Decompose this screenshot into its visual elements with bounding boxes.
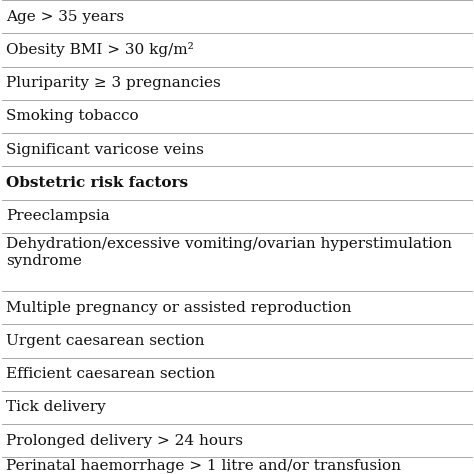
Text: Preeclampsia: Preeclampsia [6, 209, 110, 223]
Text: Smoking tobacco: Smoking tobacco [6, 109, 138, 123]
Text: Obstetric risk factors: Obstetric risk factors [6, 176, 188, 190]
Text: Prolonged delivery > 24 hours: Prolonged delivery > 24 hours [6, 434, 243, 448]
Text: Tick delivery: Tick delivery [6, 401, 106, 414]
Text: Age > 35 years: Age > 35 years [6, 9, 124, 24]
Text: Multiple pregnancy or assisted reproduction: Multiple pregnancy or assisted reproduct… [6, 301, 352, 315]
Text: Efficient caesarean section: Efficient caesarean section [6, 367, 215, 381]
Text: Dehydration/excessive vomiting/ovarian hyperstimulation
syndrome: Dehydration/excessive vomiting/ovarian h… [6, 237, 452, 268]
Text: Urgent caesarean section: Urgent caesarean section [6, 334, 204, 348]
Text: Significant varicose veins: Significant varicose veins [6, 143, 204, 157]
Text: Obesity BMI > 30 kg/m²: Obesity BMI > 30 kg/m² [6, 42, 194, 57]
Text: Perinatal haemorrhage > 1 litre and/or transfusion: Perinatal haemorrhage > 1 litre and/or t… [6, 459, 401, 473]
Text: Pluriparity ≥ 3 pregnancies: Pluriparity ≥ 3 pregnancies [6, 76, 221, 90]
